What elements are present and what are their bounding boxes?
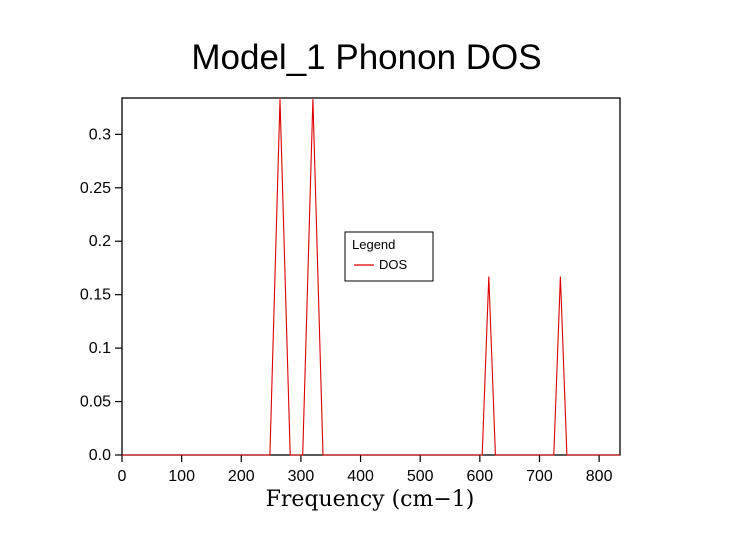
x-tick-label: 700	[526, 468, 553, 485]
x-tick-label: 600	[466, 468, 493, 485]
x-tick-label: 800	[586, 468, 613, 485]
legend-entry-label: DOS	[379, 257, 408, 272]
x-tick-label: 100	[168, 468, 195, 485]
x-tick-label: 300	[288, 468, 315, 485]
dos-line	[122, 99, 620, 456]
x-tick-label: 0	[118, 468, 127, 485]
x-axis-label: Frequency (cm−1)	[265, 487, 475, 512]
y-tick-label: 0.05	[80, 394, 111, 411]
chart-title: Model_1 Phonon DOS	[191, 38, 542, 77]
legend-title: Legend	[352, 237, 395, 252]
y-tick-label: 0.15	[80, 287, 111, 304]
y-tick-label: 0.1	[89, 340, 111, 357]
x-tick-label: 400	[347, 468, 374, 485]
legend-box	[344, 231, 434, 282]
x-tick-label: 500	[407, 468, 434, 485]
x-tick-label: 200	[228, 468, 255, 485]
y-tick-label: 0.25	[80, 180, 111, 197]
y-tick-label: 0.0	[89, 447, 111, 464]
y-tick-label: 0.3	[89, 126, 111, 143]
y-tick-label: 0.2	[89, 233, 111, 250]
